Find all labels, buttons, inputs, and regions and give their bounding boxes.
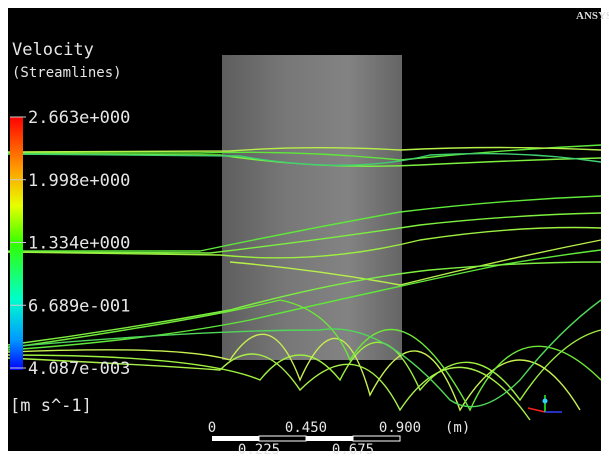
scale-label: 0 [208,420,216,436]
scale-segment [353,436,400,441]
scale-segment [259,436,306,441]
scale-label: 0.450 [285,420,327,436]
cylinder [222,55,402,360]
legend-subtitle: (Streamlines) [12,65,122,81]
scale-label: 0.225 [238,442,280,458]
viewport: ANSYS Velocity (Streamlines) 2.663e+000 1… [0,0,609,458]
legend-label: 1.998e+000 [28,171,130,191]
legend-units: [m s^-1] [10,396,92,416]
page: {"logo": "ANSYS", "legend": {"title": "V… [0,0,609,458]
scale-label: 0.900 [379,420,421,436]
scale-label: 0.675 [332,442,374,458]
scale-unit: (m) [445,420,470,436]
legend-label: 6.689e-001 [28,296,130,316]
color-bar [10,117,23,370]
logo: ANSYS [576,10,609,22]
legend-label: 4.087e-003 [28,359,130,379]
legend-title: Velocity [12,40,94,60]
scale-segment [306,436,353,441]
legend-label: 2.663e+000 [28,108,130,128]
scale-segment [212,436,259,441]
legend-label: 1.334e+000 [28,234,130,254]
scale-bar [212,436,400,441]
